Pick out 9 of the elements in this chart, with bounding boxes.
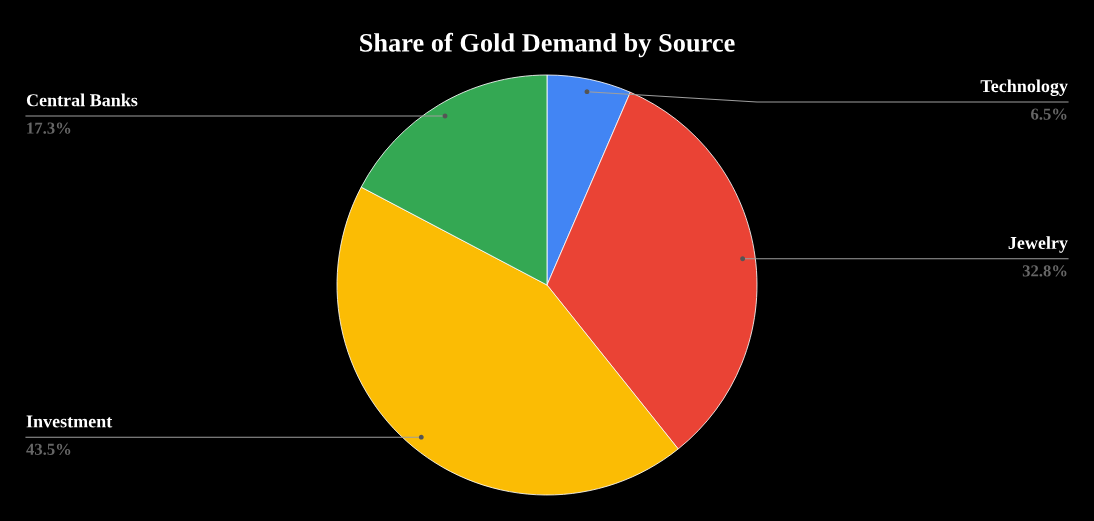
data-label: 17.3% xyxy=(27,122,71,134)
slice-label: Jewelry xyxy=(1008,236,1068,253)
data-label: 32.8% xyxy=(1022,265,1067,277)
data-label: 43.5% xyxy=(26,443,71,455)
data-label: 6.5% xyxy=(1031,108,1067,120)
slice-label: Technology xyxy=(980,79,1068,96)
chart-title: Share of Gold Demand by Source xyxy=(360,32,735,58)
slice-label: Investment xyxy=(26,415,113,428)
slice-label: Central Banks xyxy=(26,93,138,107)
